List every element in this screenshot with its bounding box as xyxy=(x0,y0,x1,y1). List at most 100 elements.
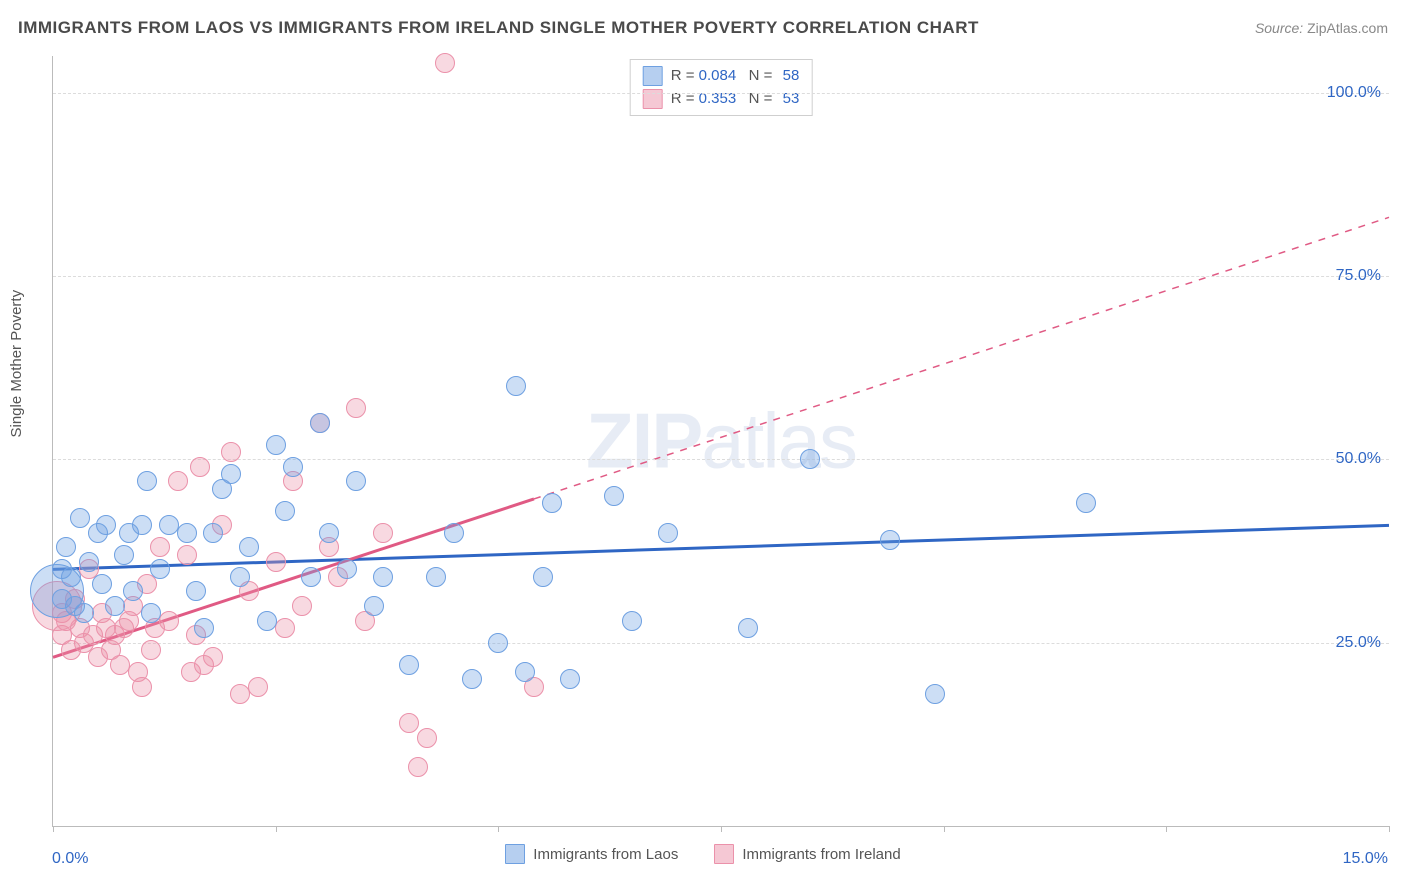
data-point xyxy=(56,537,76,557)
data-point xyxy=(150,537,170,557)
stats-row: R = 0.084 N = 58 xyxy=(643,65,800,88)
legend-label: Immigrants from Ireland xyxy=(742,846,900,863)
watermark-rest: atlas xyxy=(701,397,856,485)
data-point xyxy=(364,596,384,616)
data-point xyxy=(1076,493,1096,513)
legend-label: Immigrants from Laos xyxy=(533,846,678,863)
legend-item: Immigrants from Ireland xyxy=(714,844,900,864)
data-point xyxy=(105,596,125,616)
data-point xyxy=(622,611,642,631)
data-point xyxy=(506,376,526,396)
data-point xyxy=(444,523,464,543)
data-point xyxy=(738,618,758,638)
data-point xyxy=(141,603,161,623)
stats-legend-box: R = 0.084 N = 58R = 0.353 N = 53 xyxy=(630,59,813,116)
data-point xyxy=(203,647,223,667)
data-point xyxy=(266,552,286,572)
data-point xyxy=(337,559,357,579)
data-point xyxy=(800,449,820,469)
x-tick xyxy=(53,826,54,832)
trend-line xyxy=(534,217,1389,499)
data-point xyxy=(319,523,339,543)
watermark-bold: ZIP xyxy=(586,397,701,485)
data-point xyxy=(159,611,179,631)
data-point xyxy=(275,501,295,521)
trend-lines-layer xyxy=(53,56,1389,826)
watermark: ZIPatlas xyxy=(586,396,856,487)
gridline xyxy=(53,643,1389,644)
data-point xyxy=(239,537,259,557)
data-point xyxy=(408,757,428,777)
data-point xyxy=(488,633,508,653)
stats-text: R = 0.353 N = 53 xyxy=(671,88,800,111)
data-point xyxy=(533,567,553,587)
x-tick xyxy=(944,826,945,832)
data-point xyxy=(515,662,535,682)
data-point xyxy=(426,567,446,587)
data-point xyxy=(96,515,116,535)
source-link[interactable]: ZipAtlas.com xyxy=(1307,20,1388,36)
gridline xyxy=(53,276,1389,277)
data-point xyxy=(658,523,678,543)
data-point xyxy=(435,53,455,73)
x-tick xyxy=(276,826,277,832)
data-point xyxy=(123,581,143,601)
data-point xyxy=(283,457,303,477)
data-point xyxy=(248,677,268,697)
data-point xyxy=(880,530,900,550)
stats-text: R = 0.084 N = 58 xyxy=(671,65,800,88)
data-point xyxy=(373,567,393,587)
y-tick-label: 50.0% xyxy=(1336,450,1381,468)
data-point xyxy=(186,581,206,601)
data-point xyxy=(292,596,312,616)
series-swatch-icon xyxy=(643,66,663,86)
data-point xyxy=(221,464,241,484)
data-point xyxy=(310,413,330,433)
data-point xyxy=(346,471,366,491)
stats-row: R = 0.353 N = 53 xyxy=(643,88,800,111)
y-tick-label: 100.0% xyxy=(1327,84,1381,102)
x-tick xyxy=(498,826,499,832)
x-tick xyxy=(1389,826,1390,832)
data-point xyxy=(177,523,197,543)
source-label: Source: xyxy=(1255,20,1303,36)
data-point xyxy=(257,611,277,631)
data-point xyxy=(266,435,286,455)
y-tick-label: 75.0% xyxy=(1336,267,1381,285)
data-point xyxy=(399,713,419,733)
legend-swatch-icon xyxy=(505,844,525,864)
gridline xyxy=(53,93,1389,94)
data-point xyxy=(132,515,152,535)
data-point xyxy=(61,567,81,587)
data-point xyxy=(230,567,250,587)
data-point xyxy=(346,398,366,418)
data-point xyxy=(399,655,419,675)
data-point xyxy=(79,552,99,572)
data-point xyxy=(373,523,393,543)
legend-item: Immigrants from Laos xyxy=(505,844,678,864)
data-point xyxy=(132,677,152,697)
data-point xyxy=(203,523,223,543)
legend-swatch-icon xyxy=(714,844,734,864)
plot-area: ZIPatlas R = 0.084 N = 58R = 0.353 N = 5… xyxy=(52,56,1389,827)
data-point xyxy=(74,603,94,623)
data-point xyxy=(925,684,945,704)
data-point xyxy=(114,545,134,565)
data-point xyxy=(462,669,482,689)
data-point xyxy=(275,618,295,638)
x-tick xyxy=(721,826,722,832)
data-point xyxy=(92,574,112,594)
data-point xyxy=(70,508,90,528)
data-point xyxy=(301,567,321,587)
data-point xyxy=(221,442,241,462)
chart-title: IMMIGRANTS FROM LAOS VS IMMIGRANTS FROM … xyxy=(18,18,979,38)
data-point xyxy=(177,545,197,565)
data-point xyxy=(150,559,170,579)
data-point xyxy=(604,486,624,506)
bottom-legend: Immigrants from Laos Immigrants from Irel… xyxy=(0,844,1406,868)
data-point xyxy=(417,728,437,748)
data-point xyxy=(560,669,580,689)
y-tick-label: 25.0% xyxy=(1336,634,1381,652)
gridline xyxy=(53,459,1389,460)
source-credit: Source: ZipAtlas.com xyxy=(1255,20,1388,36)
